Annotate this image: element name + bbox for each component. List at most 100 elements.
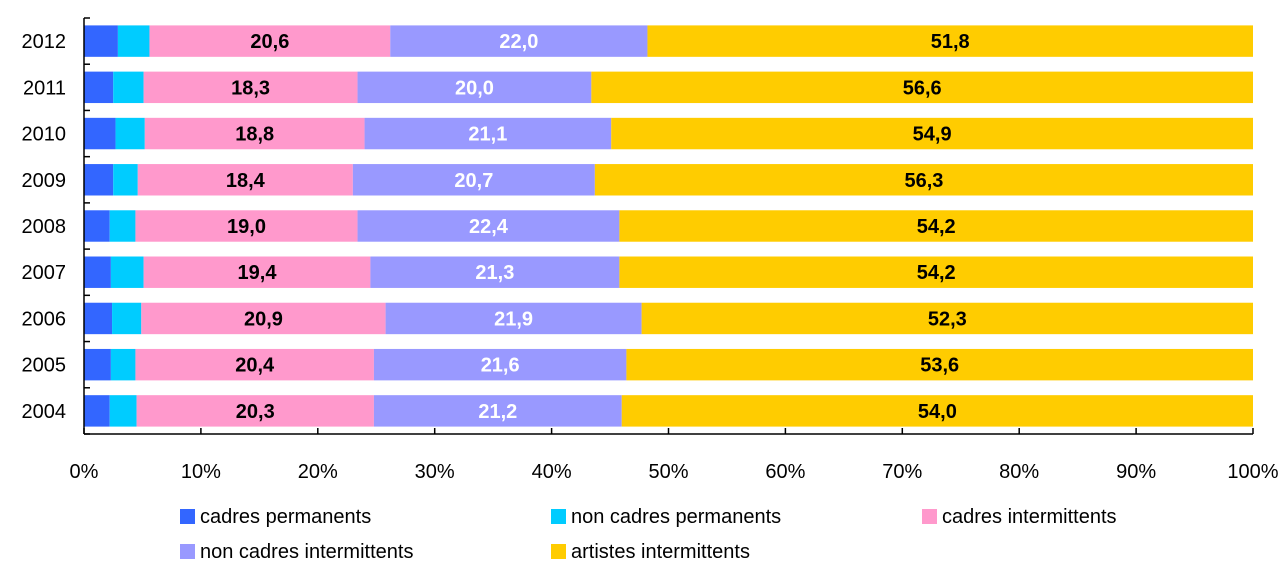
data-label-2006-series-3: 21,9 [494, 308, 533, 330]
legend-swatch-1 [551, 509, 566, 524]
bar-2012-series-0 [84, 25, 118, 57]
bar-2012-series-2 [149, 25, 391, 57]
data-label-2005-series-2: 20,4 [235, 355, 275, 377]
data-label-2009-series-2: 18,4 [226, 170, 266, 192]
x-tick-label-3: 30% [415, 461, 455, 483]
x-tick-label-8: 80% [999, 461, 1039, 483]
y-tick-label-2010: 2010 [22, 124, 67, 146]
bar-2009-series-4 [594, 164, 1253, 196]
bar-2006-series-2 [141, 302, 386, 335]
bar-2008-series-1 [109, 210, 136, 242]
bar-2005-series-0 [84, 348, 111, 381]
bar-2009-series-0 [84, 164, 114, 196]
x-tick-label-7: 70% [882, 461, 922, 483]
data-label-2011-series-3: 20,0 [455, 77, 494, 99]
bar-2006-series-1 [112, 302, 142, 335]
data-label-2010-series-2: 18,8 [235, 124, 274, 146]
bar-2012-series-1 [117, 25, 150, 57]
data-label-2007-series-2: 19,4 [238, 262, 278, 284]
bar-2004-series-2 [136, 395, 374, 427]
legend: cadres permanents non cadres permanents ca… [180, 506, 1117, 563]
bar-2004-series-0 [84, 395, 110, 427]
bar-2010-series-3 [364, 117, 612, 150]
data-label-2007-series-3: 21,3 [475, 262, 514, 284]
x-tick-label-2: 20% [298, 461, 338, 483]
x-tick-label-1: 10% [181, 461, 221, 483]
bar-2012-series-4 [647, 25, 1253, 57]
y-tick-label-2009: 2009 [22, 170, 67, 192]
bar-2005-series-4 [626, 348, 1253, 381]
bar-2009-series-2 [137, 164, 353, 196]
data-label-2008-series-4: 54,2 [917, 216, 956, 238]
bar-2008-series-2 [135, 210, 358, 242]
bar-2010-series-0 [84, 117, 116, 150]
bar-2011-series-0 [84, 71, 114, 104]
bar-2008-series-3 [357, 210, 620, 242]
x-tick-label-9: 90% [1116, 461, 1156, 483]
bar-2011-series-1 [113, 71, 144, 104]
x-tick-label-5: 50% [648, 461, 688, 483]
bar-2007-series-4 [619, 256, 1253, 288]
bar-2005-series-2 [135, 348, 374, 381]
y-tick-label-2007: 2007 [22, 262, 67, 284]
y-tick-label-2008: 2008 [22, 216, 67, 238]
data-label-2011-series-2: 18,3 [231, 77, 270, 99]
data-label-2004-series-3: 21,2 [478, 401, 517, 423]
data-label-2012-series-2: 20,6 [250, 31, 289, 53]
bar-2007-series-1 [110, 256, 144, 288]
data-label-2006-series-2: 20,9 [244, 308, 283, 330]
bar-2004-series-4 [621, 395, 1253, 427]
legend-label-2: cadres intermittents [942, 506, 1117, 528]
bar-2008-series-4 [619, 210, 1253, 242]
data-label-2012-series-4: 51,8 [931, 31, 970, 53]
legend-swatch-3 [180, 544, 195, 559]
legend-swatch-4 [551, 544, 566, 559]
bar-2011-series-2 [143, 71, 358, 104]
bar-2009-series-3 [352, 164, 595, 196]
x-tick-label-4: 40% [532, 461, 572, 483]
bar-2007-series-0 [84, 256, 111, 288]
data-label-2010-series-4: 54,9 [913, 124, 952, 146]
bars-layer [84, 25, 1253, 427]
legend-label-0: cadres permanents [200, 506, 371, 528]
data-label-2007-series-4: 54,2 [917, 262, 956, 284]
data-label-2009-series-3: 20,7 [454, 170, 493, 192]
bar-2010-series-2 [144, 117, 365, 150]
data-labels-layer: 20,6 22,0 51,8 18,3 20,0 56,6 18,8 21,1 54,9 18,4… [226, 31, 970, 423]
bar-2011-series-4 [591, 71, 1253, 104]
bar-2006-series-0 [84, 302, 113, 335]
y-tick-label-2006: 2006 [22, 308, 67, 330]
legend-swatch-2 [922, 509, 937, 524]
data-label-2008-series-2: 19,0 [227, 216, 266, 238]
bar-2007-series-3 [370, 256, 620, 288]
bar-2007-series-2 [143, 256, 371, 288]
data-label-2006-series-4: 52,3 [928, 308, 967, 330]
legend-label-3: non cadres intermittents [200, 541, 413, 563]
data-label-2012-series-3: 22,0 [499, 31, 538, 53]
axes-layer: 2012 2011 2010 2009 2008 2007 2006 2005 2004 0% 10… [22, 17, 1279, 483]
legend-label-1: non cadres permanents [571, 506, 781, 528]
y-tick-label-2005: 2005 [22, 355, 67, 377]
bar-2006-series-3 [385, 302, 642, 335]
data-label-2005-series-4: 53,6 [920, 355, 959, 377]
x-tick-label-6: 60% [765, 461, 805, 483]
data-label-2005-series-3: 21,6 [481, 355, 520, 377]
data-label-2008-series-3: 22,4 [469, 216, 509, 238]
data-label-2004-series-2: 20,3 [236, 401, 275, 423]
bar-2008-series-0 [84, 210, 110, 242]
y-tick-label-2004: 2004 [22, 401, 67, 423]
bar-2009-series-1 [113, 164, 138, 196]
bar-2005-series-3 [373, 348, 627, 381]
data-label-2004-series-4: 54,0 [918, 401, 957, 423]
bar-2006-series-4 [641, 302, 1253, 335]
bar-2004-series-1 [109, 395, 137, 427]
x-tick-label-0: 0% [70, 461, 99, 483]
bar-2011-series-3 [357, 71, 592, 104]
bar-2005-series-1 [110, 348, 136, 381]
bar-2004-series-3 [373, 395, 622, 427]
legend-swatch-0 [180, 509, 195, 524]
y-tick-label-2011: 2011 [23, 77, 66, 99]
bar-2012-series-3 [390, 25, 648, 57]
data-label-2011-series-4: 56,6 [903, 77, 942, 99]
